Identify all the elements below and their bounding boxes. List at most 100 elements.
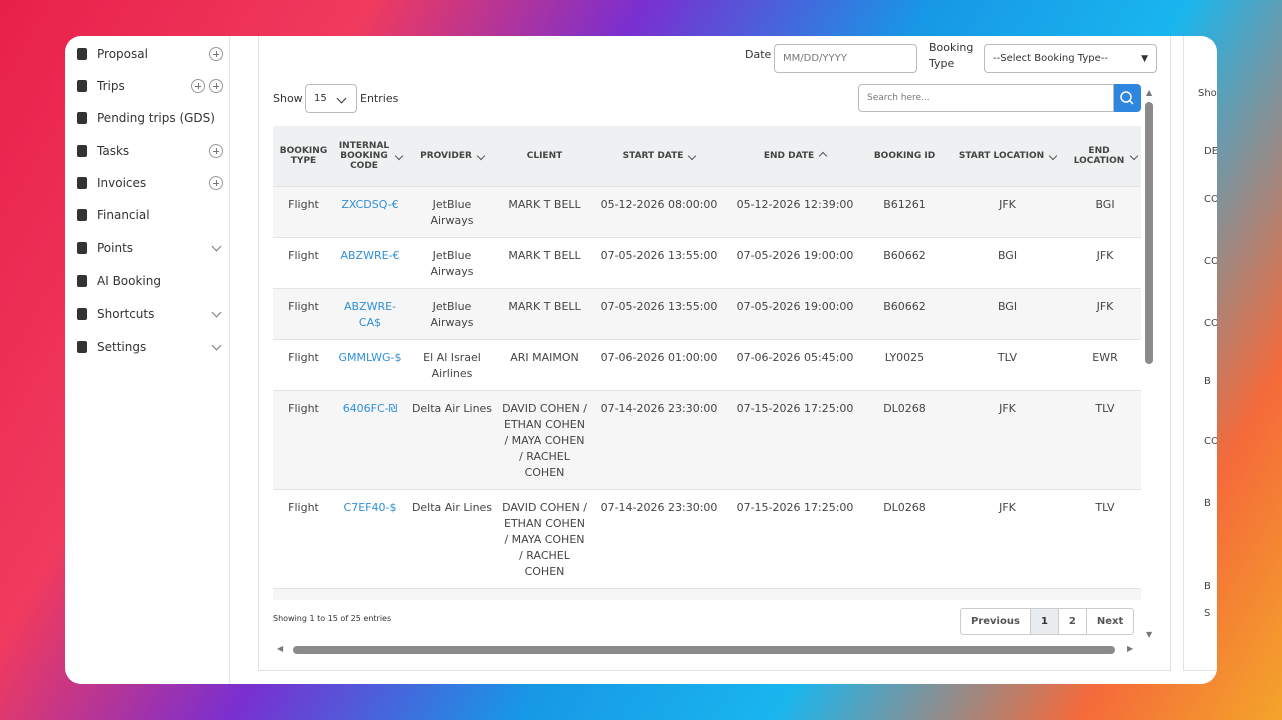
entries-select[interactable]: 15 <box>305 84 357 113</box>
booking-code-link[interactable]: ZXCDSQ-€ <box>341 600 398 601</box>
nav-item[interactable]: Trips <box>77 75 223 97</box>
page-button[interactable]: Previous <box>961 609 1031 634</box>
column-header[interactable]: START DATE <box>591 126 727 186</box>
expand-chevron[interactable] <box>211 241 222 252</box>
add-button[interactable] <box>209 176 223 190</box>
column-header[interactable]: END DATE <box>727 126 863 186</box>
add-button[interactable] <box>209 47 223 61</box>
cell: ARI MAIMON <box>498 338 591 390</box>
nav-item[interactable]: Pending trips (GDS) <box>77 107 223 129</box>
cell: 6406FC-₪ <box>334 389 406 489</box>
cell: JFK <box>946 185 1069 237</box>
cell: 07-05-2026 13:55:00 <box>591 287 727 339</box>
sidebar: Proposal Trips Pending trips (GDS) Tasks Inv… <box>65 36 230 684</box>
panel-text: B <box>1204 376 1211 387</box>
booking-code-link[interactable]: ABZWRE-CA$ <box>343 299 397 329</box>
cell: El Al Israel Airlines <box>406 338 498 390</box>
cell: B60662 <box>863 236 946 288</box>
cell: 07-06-2026 01:00:00 <box>591 338 727 390</box>
column-header[interactable]: END LOCATION <box>1069 126 1141 186</box>
page-button[interactable]: 1 <box>1030 609 1059 634</box>
type-select[interactable]: --Select Booking Type-- ▼ <box>984 44 1157 73</box>
search-input[interactable]: Search here... <box>858 84 1114 112</box>
add-button[interactable] <box>209 144 223 158</box>
cell: Flight <box>273 587 334 600</box>
sort-icon <box>476 151 486 160</box>
nav-item[interactable]: Invoices <box>77 172 223 194</box>
booking-code-link[interactable]: C7EF40-$ <box>343 500 397 514</box>
booking-code-link[interactable]: ZXCDSQ-€ <box>341 197 399 211</box>
panel-text: CO <box>1204 318 1217 329</box>
cell: JFK <box>1069 236 1141 288</box>
expand-chevron[interactable] <box>211 307 222 318</box>
nav-icon <box>77 80 87 92</box>
expand-chevron[interactable] <box>211 340 222 351</box>
nav-actions <box>210 307 223 318</box>
column-header[interactable]: INTERNAL BOOKING CODE <box>334 126 406 186</box>
cell: 05-12-2026 12:39:00 <box>727 185 863 237</box>
table-body: Flight ZXCDSQ-€ JetBlue Airways MARK T BELL… <box>273 185 1141 601</box>
cell: 07-20-2026 19:00:00 <box>727 587 863 600</box>
header-label: BOOKING TYPE <box>279 145 328 166</box>
cell: Flight <box>273 338 334 390</box>
cell: ABZWRE-€ <box>334 236 406 288</box>
page-button[interactable]: 2 <box>1059 609 1087 634</box>
nav-item[interactable]: Points <box>77 237 223 259</box>
cell: JFK <box>1069 587 1141 600</box>
nav-label: Proposal <box>97 47 148 61</box>
nav-item[interactable]: Shortcuts <box>77 303 223 325</box>
nav-item[interactable]: AI Booking <box>77 270 223 292</box>
cell: 05-12-2026 08:00:00 <box>591 185 727 237</box>
panel-text: CO <box>1204 256 1217 267</box>
pagination: Previous 1 2 Next <box>960 608 1135 635</box>
booking-code-link[interactable]: ABZWRE-€ <box>340 248 400 262</box>
sort-icon <box>1048 151 1058 160</box>
nav-item[interactable]: Proposal <box>77 43 223 65</box>
nav-label: Tasks <box>97 144 130 158</box>
column-header[interactable]: START LOCATION <box>946 126 1069 186</box>
date-input[interactable]: MM/DD/YYYY <box>774 44 917 73</box>
nav-label: Financial <box>97 208 150 222</box>
nav-item[interactable]: Financial <box>77 204 223 226</box>
table-head: BOOKING TYPE INTERNAL BOOKING CODE PROVIDE… <box>273 126 1141 186</box>
column-header[interactable]: PROVIDER <box>406 126 498 186</box>
cell: 07-15-2026 17:25:00 <box>727 488 863 588</box>
cell: TLV <box>1069 389 1141 489</box>
header-content: PROVIDER <box>420 150 486 161</box>
cell: B61261 <box>863 185 946 237</box>
search-icon <box>1120 91 1134 105</box>
header-content: INTERNAL BOOKING CODE <box>338 141 404 171</box>
nav-icon <box>77 341 87 353</box>
nav-label: Shortcuts <box>97 307 155 321</box>
cell: B60662 <box>863 287 946 339</box>
nav-item[interactable]: Tasks <box>77 140 223 162</box>
cell: JetBlue Airways <box>406 236 498 288</box>
sort-icon <box>1129 151 1139 160</box>
cell: Delta Air Lines <box>406 389 498 489</box>
cell: 07-14-2026 23:30:00 <box>591 389 727 489</box>
cell: Flight <box>273 488 334 588</box>
cell: 07-05-2026 19:00:00 <box>727 287 863 339</box>
cell: DL0268 <box>863 389 946 489</box>
cell: ZXCDSQ-€ <box>334 185 406 237</box>
cell: JFK <box>946 389 1069 489</box>
add-button[interactable] <box>209 79 223 93</box>
nav-item[interactable]: Settings <box>77 336 223 358</box>
search-button[interactable] <box>1114 84 1141 112</box>
vertical-scrollbar: ▲ ▼ <box>1145 88 1153 639</box>
header-label: PROVIDER <box>420 150 472 161</box>
cell: BGI <box>946 236 1069 288</box>
horizontal-scrollbar: ◀ ▶ <box>277 644 1134 654</box>
page-button[interactable]: Next <box>1096 616 1124 627</box>
sort-icon <box>818 151 828 160</box>
cell: JetBlue Airways <box>406 185 498 237</box>
cell: DAVID COHEN / ETHAN COHEN / MAYA COHEN /… <box>498 488 591 588</box>
booking-code-link[interactable]: 6406FC-₪ <box>342 401 398 415</box>
sort-icon <box>688 151 697 160</box>
cell: JFK <box>946 488 1069 588</box>
add-button[interactable] <box>191 79 205 93</box>
cell: C7EF40-$ <box>334 488 406 588</box>
header-label: START LOCATION <box>958 150 1045 161</box>
booking-code-link[interactable]: GMMLWG-$ <box>338 350 402 364</box>
